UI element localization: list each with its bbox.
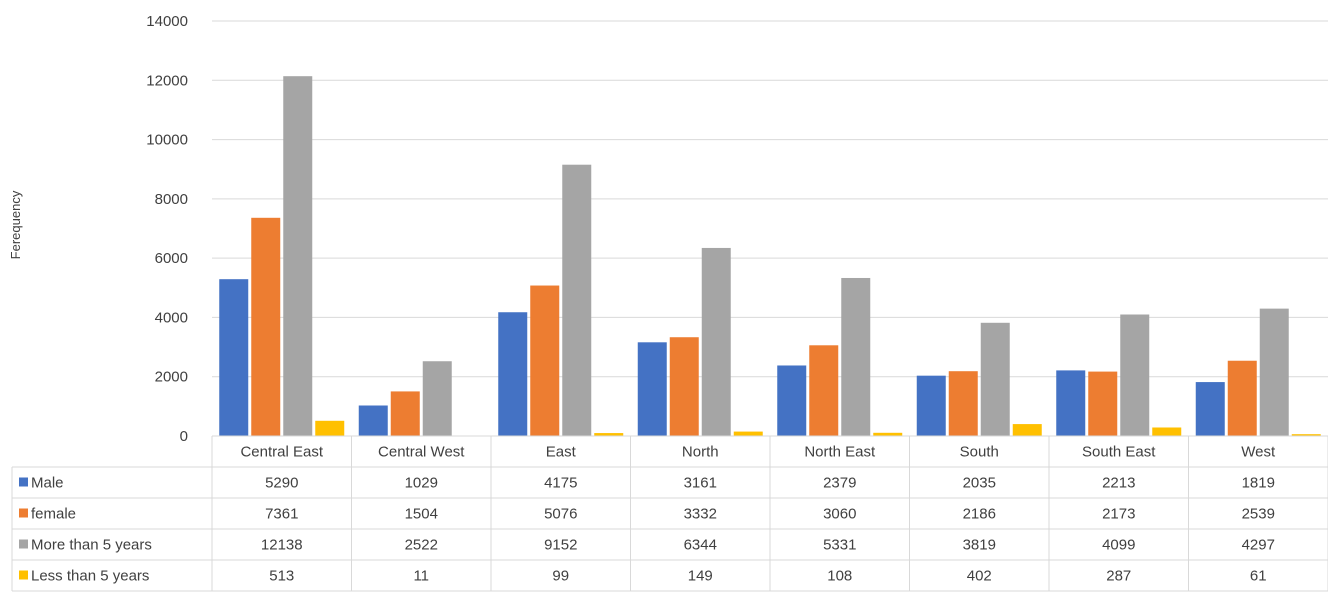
table-cell-value: 4175 [544, 475, 577, 492]
category-label: Central West [378, 444, 465, 461]
bar-more-than-5-years-central-east [283, 76, 313, 436]
category-label: East [546, 444, 577, 461]
legend-label: More than 5 years [31, 537, 152, 554]
bar-female-north [669, 337, 699, 436]
legend-label: Less than 5 years [31, 568, 149, 585]
category-label: South [960, 444, 999, 461]
bar-male-east [498, 312, 528, 436]
bar-less-than-5-years-south [1012, 424, 1042, 436]
bar-less-than-5-years-west [1291, 434, 1321, 436]
legend-key [19, 539, 28, 549]
table-cell-value: 513 [269, 568, 294, 585]
bar-female-central-west [390, 391, 420, 436]
table-cell-value: 2522 [405, 537, 438, 554]
bars [219, 76, 1321, 437]
bar-more-than-5-years-west [1259, 308, 1289, 436]
y-tick-label: 8000 [155, 191, 188, 208]
category-label: North East [804, 444, 876, 461]
table-cell-value: 108 [827, 568, 852, 585]
legend-label: Male [31, 475, 64, 492]
table-cell-value: 99 [552, 568, 569, 585]
legend-key [19, 508, 28, 518]
table-cell-value: 61 [1250, 568, 1267, 585]
bar-female-south [948, 371, 978, 436]
y-tick-label: 14000 [146, 13, 188, 30]
table-cell-value: 402 [967, 568, 992, 585]
bar-female-central-east [251, 217, 281, 436]
bar-less-than-5-years-north [733, 431, 763, 436]
table-cell-value: 1819 [1242, 475, 1275, 492]
table-cell-value: 5290 [265, 475, 298, 492]
y-tick-label: 4000 [155, 309, 188, 326]
y-tick-label: 6000 [155, 250, 188, 267]
category-label: Central East [240, 444, 323, 461]
bar-more-than-5-years-north [701, 247, 731, 436]
y-tick-label: 2000 [155, 369, 188, 386]
bar-more-than-5-years-central-west [422, 361, 452, 436]
table-cell-value: 287 [1106, 568, 1131, 585]
bar-less-than-5-years-south-east [1152, 427, 1182, 436]
y-axis-title: Ferequency [8, 190, 23, 259]
y-tick-label: 0 [180, 428, 188, 445]
table-cell-value: 2173 [1102, 506, 1135, 523]
table-cell-value: 3161 [684, 475, 717, 492]
table-cell-value: 3819 [963, 537, 996, 554]
bar-male-central-west [358, 405, 388, 436]
bar-female-north-east [809, 345, 839, 436]
table-cell-value: 9152 [544, 537, 577, 554]
table-cell-value: 6344 [684, 537, 717, 554]
category-label: South East [1082, 444, 1156, 461]
legend-label: female [31, 506, 76, 523]
category-label: West [1241, 444, 1276, 461]
bar-more-than-5-years-south-east [1120, 314, 1150, 436]
table-cell-value: 11 [413, 568, 429, 585]
bar-male-north-east [777, 365, 807, 436]
bar-female-south-east [1088, 371, 1118, 436]
bar-more-than-5-years-north-east [841, 277, 871, 436]
legend-key [19, 570, 28, 580]
table-cell-value: 4297 [1242, 537, 1275, 554]
table-cell-value: 2379 [823, 475, 856, 492]
table-cell-value: 2186 [963, 506, 996, 523]
table-cell-value: 2035 [963, 475, 996, 492]
table-cell-value: 7361 [265, 506, 298, 523]
bar-male-south [916, 375, 946, 436]
gridlines [212, 20, 1328, 437]
bar-female-west [1227, 360, 1257, 436]
legend-key [19, 477, 28, 487]
bar-less-than-5-years-north-east [873, 432, 903, 436]
bar-female-east [530, 285, 560, 436]
table-cell-value: 12138 [261, 537, 303, 554]
table-cell-value: 5076 [544, 506, 577, 523]
bar-less-than-5-years-central-east [315, 420, 345, 436]
y-tick-label: 12000 [146, 72, 188, 89]
bar-male-north [637, 342, 667, 436]
bar-more-than-5-years-east [562, 164, 592, 437]
bar-male-central-east [219, 279, 249, 436]
table-cell-value: 4099 [1102, 537, 1135, 554]
table-cell-value: 1504 [405, 506, 438, 523]
table-cell-value: 3332 [684, 506, 717, 523]
y-tick-label: 10000 [146, 132, 188, 149]
table-cell-value: 149 [688, 568, 713, 585]
bar-male-west [1195, 382, 1225, 436]
data-table: Central East Central West East North North E… [11, 435, 1328, 592]
table-cell-value: 1029 [405, 475, 438, 492]
table-cell-value: 5331 [823, 537, 856, 554]
bar-more-than-5-years-south [980, 322, 1010, 436]
table-cell-value: 2213 [1102, 475, 1135, 492]
category-label: North [682, 444, 719, 461]
y-axis-ticks: 0 2000 4000 6000 8000 10000 12000 14000 [146, 13, 188, 445]
bar-less-than-5-years-east [594, 433, 624, 436]
table-cell-value: 2539 [1242, 506, 1275, 523]
table-cell-value: 3060 [823, 506, 856, 523]
bar-male-south-east [1056, 370, 1086, 436]
